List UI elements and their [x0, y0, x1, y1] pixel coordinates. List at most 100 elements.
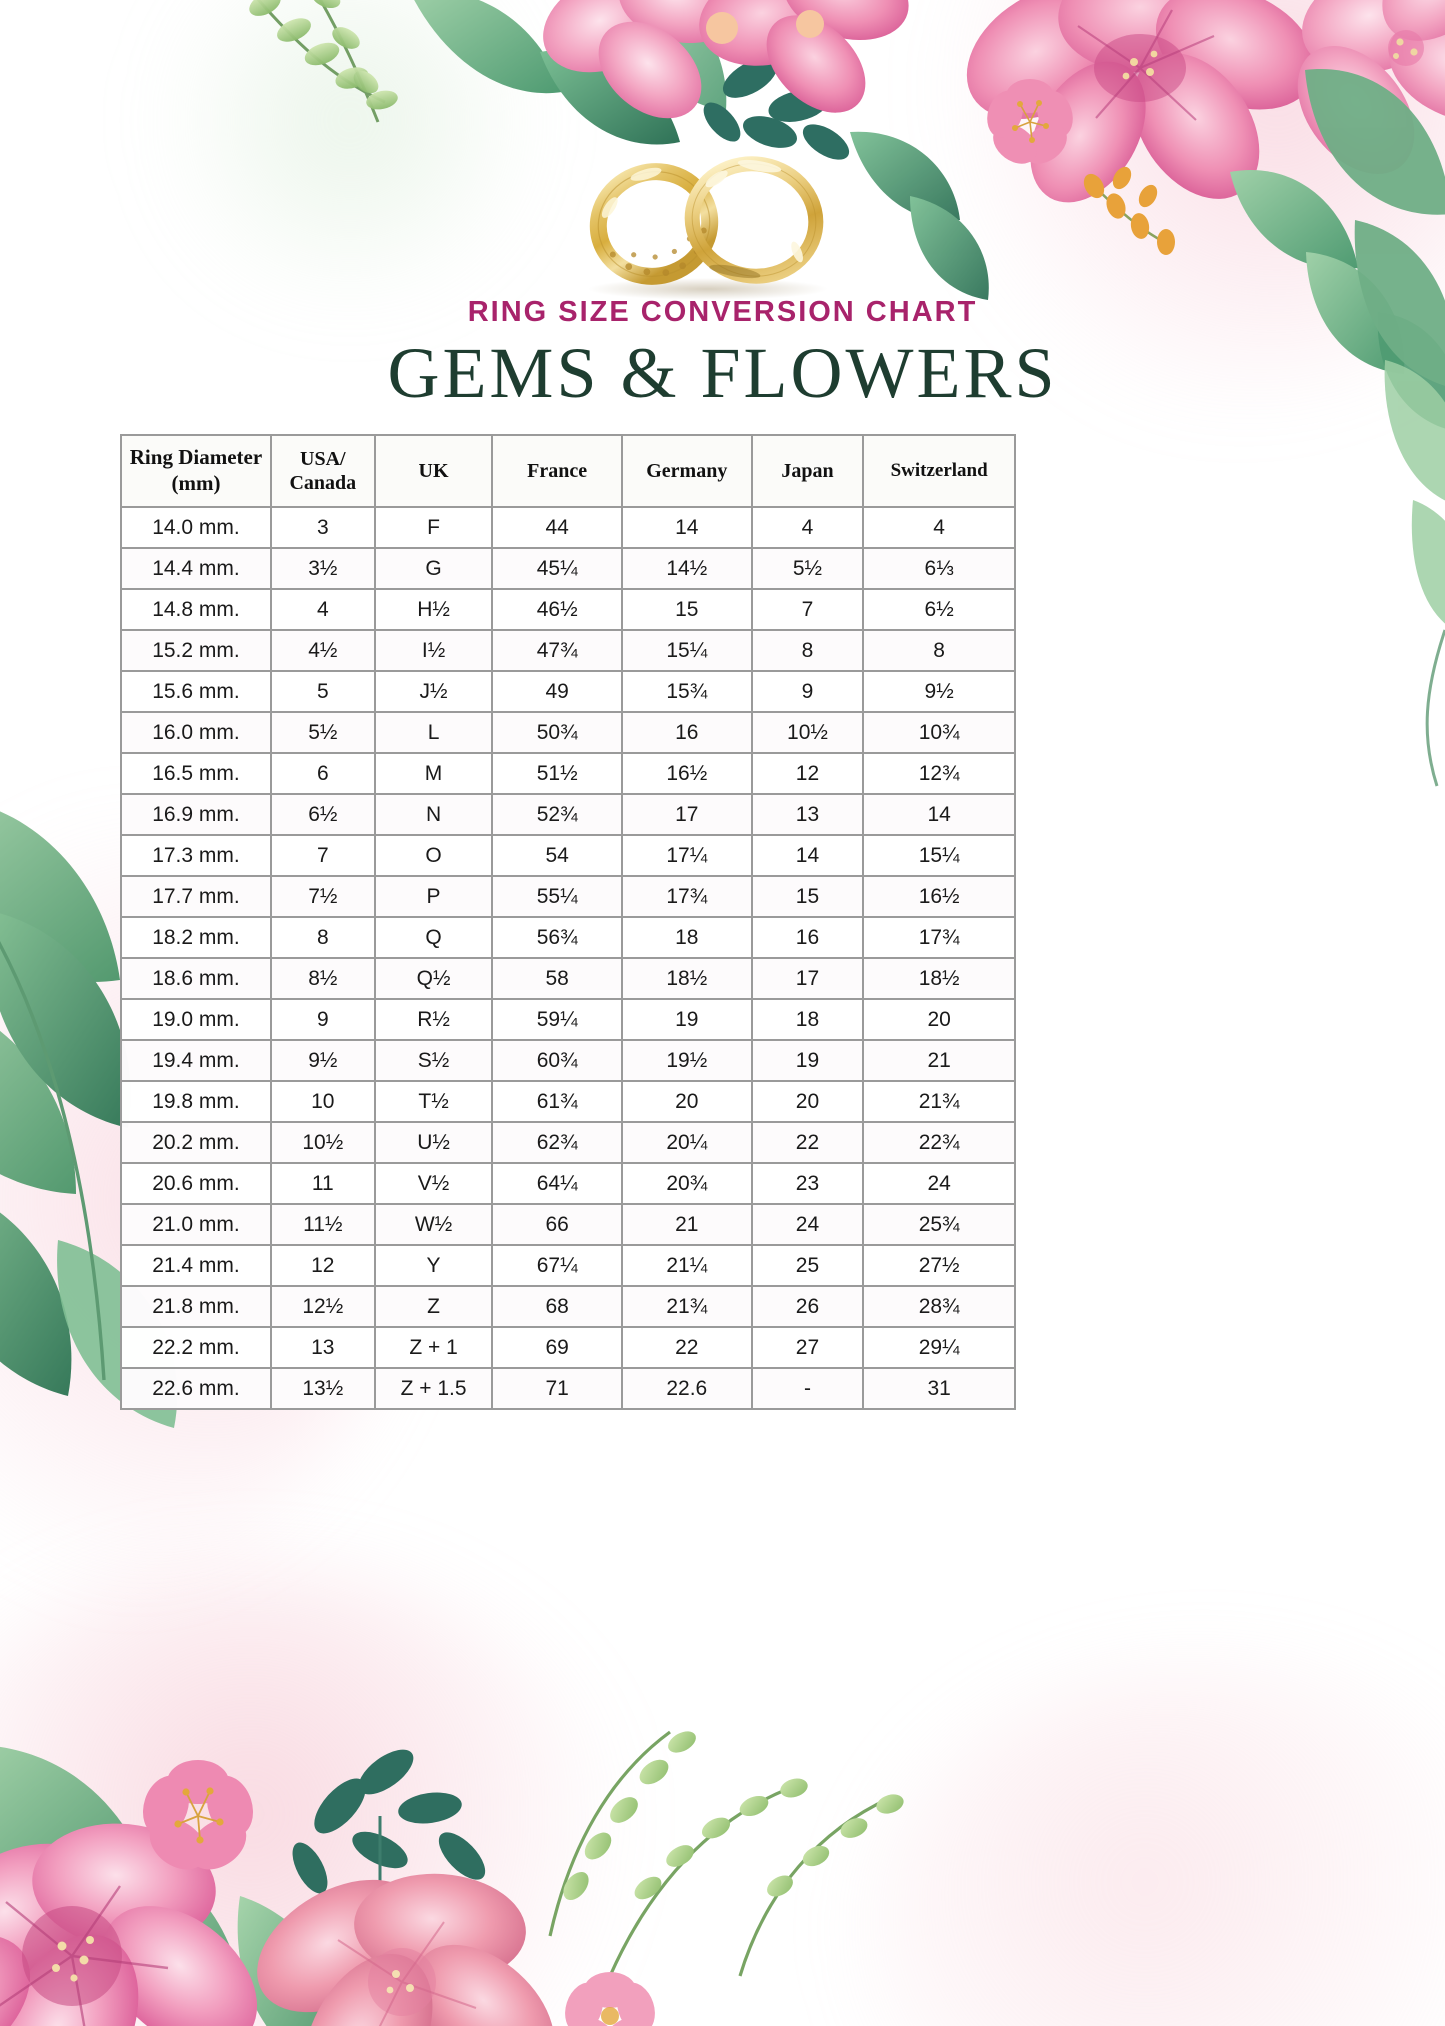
cell-france: 62¾	[491, 1121, 623, 1164]
cell-uk: Z	[373, 1285, 494, 1328]
cell-usa_canada: 8½	[269, 957, 376, 1000]
cell-usa_canada: 10	[269, 1080, 376, 1123]
cell-usa_canada: 9½	[269, 1039, 376, 1082]
cell-switzerland: 12¾	[862, 752, 1016, 795]
wash-bottom-left	[0, 1566, 640, 2026]
cell-germany: 18	[620, 916, 753, 959]
table-row: 22.2 mm. 13 Z + 1 69 22 27 29¼	[120, 1326, 1016, 1369]
col-label: USA/	[300, 447, 346, 470]
cell-uk: W½	[373, 1203, 494, 1246]
table-row: 15.6 mm. 5 J½ 49 15¾ 9 9½	[120, 670, 1016, 713]
cell-france: 68	[491, 1285, 623, 1328]
cell-switzerland: 18½	[862, 957, 1016, 1000]
cell-diameter: 19.0 mm.	[120, 998, 272, 1041]
cell-switzerland: 25¾	[862, 1203, 1016, 1246]
table-row: 14.8 mm. 4 H½ 46½ 15 7 6½	[120, 588, 1016, 631]
table-row: 16.9 mm. 6½ N 52¾ 17 13 14	[120, 793, 1016, 836]
cell-switzerland: 17¾	[862, 916, 1016, 959]
cell-japan: 18	[750, 998, 865, 1041]
cell-switzerland: 22¾	[862, 1121, 1016, 1164]
cell-uk: Z + 1.5	[373, 1367, 494, 1410]
cell-uk: S½	[373, 1039, 494, 1082]
cell-diameter: 15.2 mm.	[120, 629, 272, 672]
ring-size-conversion-table: Ring Diameter (mm) USA/ Canada UK France	[120, 434, 1016, 1410]
cell-germany: 14½	[620, 547, 753, 590]
col-sublabel: Canada	[289, 472, 357, 494]
cell-diameter: 16.9 mm.	[120, 793, 272, 836]
cell-switzerland: 21¾	[862, 1080, 1016, 1123]
cell-diameter: 22.2 mm.	[120, 1326, 272, 1369]
cell-usa_canada: 7	[269, 834, 376, 877]
cell-japan: 5½	[750, 547, 865, 590]
cell-usa_canada: 11½	[269, 1203, 376, 1246]
table-header-row: Ring Diameter (mm) USA/ Canada UK France	[120, 434, 1016, 508]
cell-switzerland: 15¼	[862, 834, 1016, 877]
cell-germany: 20¾	[620, 1162, 753, 1205]
cell-uk: J½	[373, 670, 494, 713]
cell-france: 59¼	[491, 998, 623, 1041]
cell-germany: 17	[620, 793, 753, 836]
cell-usa_canada: 12½	[269, 1285, 376, 1328]
cell-france: 50¾	[491, 711, 623, 754]
cell-usa_canada: 6	[269, 752, 376, 795]
cell-usa_canada: 10½	[269, 1121, 376, 1164]
cell-uk: T½	[373, 1080, 494, 1123]
cell-uk: G	[373, 547, 494, 590]
cell-germany: 17¾	[620, 875, 753, 918]
cell-france: 61¾	[491, 1080, 623, 1123]
cell-japan: 8	[750, 629, 865, 672]
cell-japan: 4	[750, 506, 865, 549]
cell-france: 49	[491, 670, 623, 713]
cell-france: 56¾	[491, 916, 623, 959]
table-row: 19.0 mm. 9 R½ 59¼ 19 18 20	[120, 998, 1016, 1041]
cell-germany: 15¼	[620, 629, 753, 672]
cell-uk: Z + 1	[373, 1326, 494, 1369]
cell-usa_canada: 12	[269, 1244, 376, 1287]
col-label: Ring Diameter	[129, 445, 263, 470]
cell-germany: 19½	[620, 1039, 753, 1082]
cell-switzerland: 6½	[862, 588, 1016, 631]
col-header-ring-diameter: Ring Diameter (mm)	[120, 434, 272, 508]
col-header-germany: Germany	[620, 434, 753, 508]
cell-japan: 15	[750, 875, 865, 918]
table-row: 21.4 mm. 12 Y 67¼ 21¼ 25 27½	[120, 1244, 1016, 1287]
col-label: Switzerland	[890, 460, 988, 482]
cell-usa_canada: 13½	[269, 1367, 376, 1410]
cell-diameter: 18.6 mm.	[120, 957, 272, 1000]
cell-japan: 26	[750, 1285, 865, 1328]
cell-uk: R½	[373, 998, 494, 1041]
cell-usa_canada: 6½	[269, 793, 376, 836]
cell-japan: 25	[750, 1244, 865, 1287]
wedding-rings-icon	[587, 156, 828, 300]
cell-uk: N	[373, 793, 494, 836]
table-row: 21.8 mm. 12½ Z 68 21¾ 26 28¾	[120, 1285, 1016, 1328]
cell-diameter: 18.2 mm.	[120, 916, 272, 959]
cell-usa_canada: 5	[269, 670, 376, 713]
cell-uk: M	[373, 752, 494, 795]
cell-uk: P	[373, 875, 494, 918]
cell-japan: 27	[750, 1326, 865, 1369]
cell-diameter: 16.5 mm.	[120, 752, 272, 795]
table-row: 16.0 mm. 5½ L 50¾ 16 10½ 10¾	[120, 711, 1016, 754]
cell-uk: U½	[373, 1121, 494, 1164]
cell-diameter: 20.2 mm.	[120, 1121, 272, 1164]
cell-uk: I½	[373, 629, 494, 672]
cell-japan: 22	[750, 1121, 865, 1164]
cell-france: 46½	[491, 588, 623, 631]
wash-top-left	[140, 0, 560, 300]
table-row: 17.3 mm. 7 O 54 17¼ 14 15¼	[120, 834, 1016, 877]
cell-switzerland: 29¼	[862, 1326, 1016, 1369]
cell-usa_canada: 5½	[269, 711, 376, 754]
cell-france: 69	[491, 1326, 623, 1369]
wash-bottom-right	[865, 1666, 1445, 2026]
cell-switzerland: 10¾	[862, 711, 1016, 754]
table-row: 18.6 mm. 8½ Q½ 58 18½ 17 18½	[120, 957, 1016, 1000]
col-header-uk: UK	[373, 434, 494, 508]
cell-diameter: 21.8 mm.	[120, 1285, 272, 1328]
cell-germany: 20	[620, 1080, 753, 1123]
cell-diameter: 14.4 mm.	[120, 547, 272, 590]
cell-germany: 17¼	[620, 834, 753, 877]
table-row: 20.2 mm. 10½ U½ 62¾ 20¼ 22 22¾	[120, 1121, 1016, 1164]
conversion-table-container: Ring Diameter (mm) USA/ Canada UK France	[120, 434, 1016, 1410]
cell-uk: Q½	[373, 957, 494, 1000]
